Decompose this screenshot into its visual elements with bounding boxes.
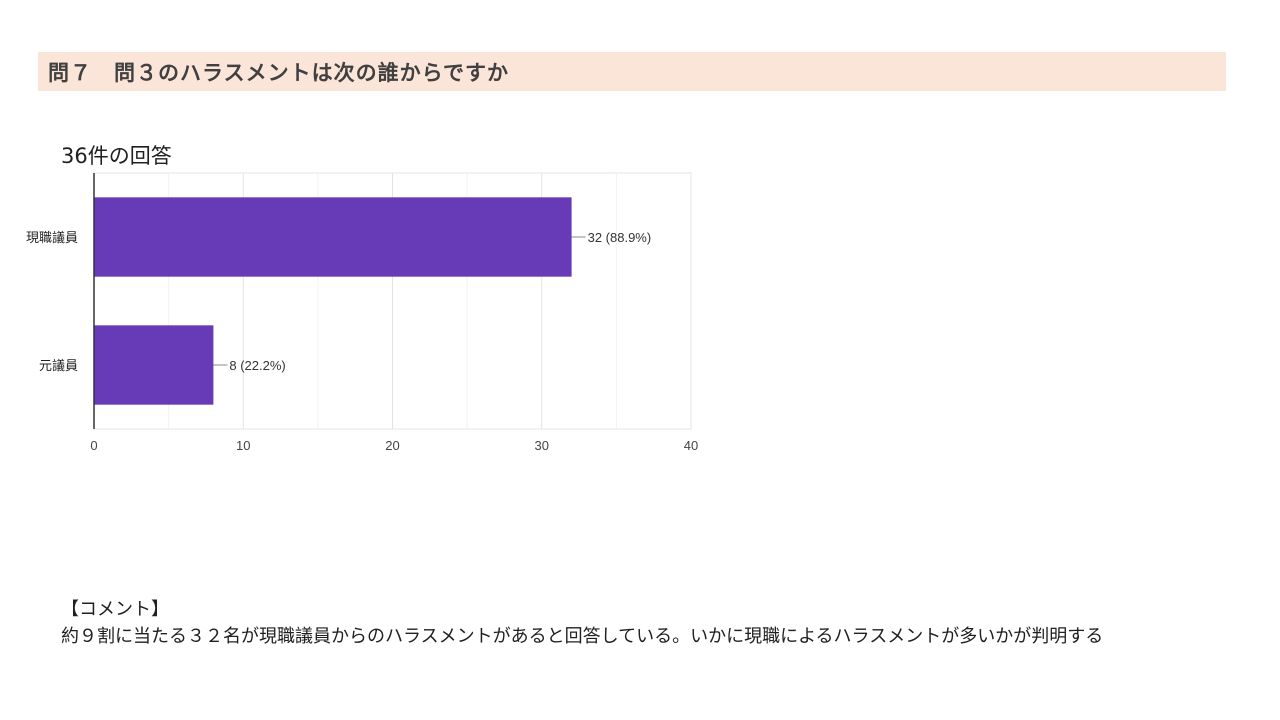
question-title: 問７ 問３のハラスメントは次の誰からですか xyxy=(48,60,509,85)
x-tick-label: 30 xyxy=(535,438,549,453)
chart-axes: 0 10 20 30 40 xyxy=(90,173,698,453)
comment-section: 【コメント】 約９割に当たる３２名が現職議員からのハラスメントがあると回答してい… xyxy=(61,596,1181,650)
x-tick-label: 20 xyxy=(385,438,399,453)
chart-bar xyxy=(94,325,214,405)
comment-heading: 【コメント】 xyxy=(61,599,169,620)
x-tick-label: 40 xyxy=(684,438,698,453)
category-label: 元議員 xyxy=(39,359,78,374)
x-tick-label: 10 xyxy=(236,438,250,453)
chart-bar xyxy=(94,197,572,277)
data-label: 8 (22.2%) xyxy=(229,358,285,373)
question-title-bar: 問７ 問３のハラスメントは次の誰からですか xyxy=(38,52,1226,91)
comment-body: 約９割に当たる３２名が現職議員からのハラスメントがあると回答している。いかに現職… xyxy=(61,626,1104,647)
chart-labels: 現職議員 32 (88.9%) 元議員 8 (22.2%) xyxy=(26,230,651,374)
x-tick-label: 0 xyxy=(90,438,97,453)
category-label: 現職議員 xyxy=(26,231,78,246)
bar-chart: 0 10 20 30 40 現職議員 32 (88.9%) 元議員 8 (22.2%) xyxy=(26,172,698,453)
chart-bars xyxy=(94,197,572,405)
response-count: 36件の回答 xyxy=(61,144,172,168)
data-label: 32 (88.9%) xyxy=(588,230,652,245)
